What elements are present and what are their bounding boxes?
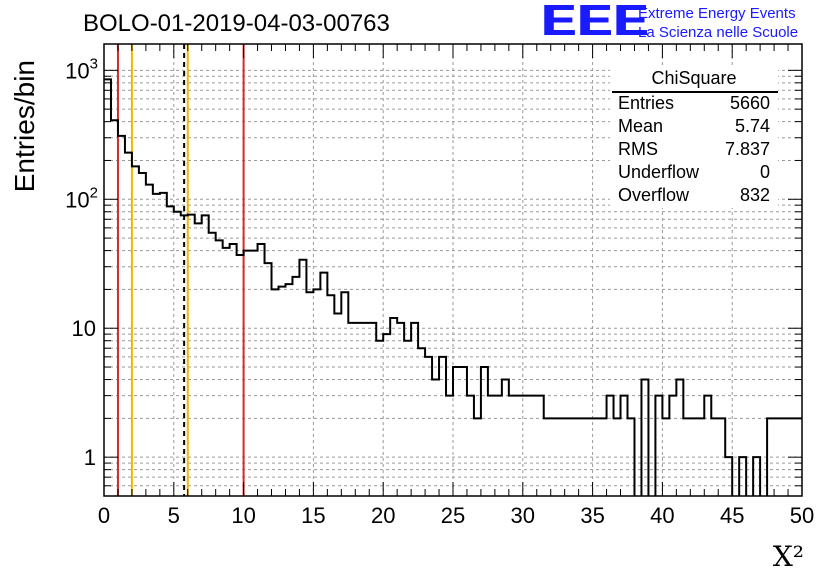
eee-logo-mark: EEE — [542, 0, 651, 45]
y-axis-label: Entries/bin — [9, 60, 40, 192]
stat-row-mean: Mean 5.74 — [618, 116, 770, 138]
x-tick-label: 0 — [98, 503, 110, 528]
stats-title-rule — [612, 91, 778, 93]
x-tick-label: 20 — [371, 503, 395, 528]
chart-title: BOLO-01-2019-04-03-00763 — [83, 10, 390, 37]
stat-label: Underflow — [618, 162, 700, 182]
stat-label: Entries — [618, 93, 675, 113]
y-tick-label: 102 — [65, 184, 98, 212]
stat-label: Overflow — [618, 185, 690, 205]
y-tick-label: 1 — [84, 445, 96, 470]
histogram-outline — [104, 78, 802, 496]
x-tick-label: 45 — [720, 503, 744, 528]
stat-label: Mean — [618, 116, 664, 136]
x-tick-label: 30 — [511, 503, 535, 528]
stat-value: 5.74 — [734, 116, 770, 136]
stats-box: ChiSquare Entries 5660 Mean 5.74 RMS 7.8… — [610, 66, 778, 208]
x-tick-label: 40 — [650, 503, 674, 528]
stat-value: 0 — [759, 162, 770, 182]
logo-line-1: Extreme Energy Events — [638, 5, 796, 22]
stat-row-rms: RMS 7.837 — [618, 139, 770, 161]
stat-row-underflow: Underflow 0 — [618, 162, 770, 184]
stat-label: RMS — [618, 139, 658, 159]
axis-ticks — [103, 44, 803, 497]
reference-lines — [116, 44, 245, 496]
tick-labels: 0 5 10 15 20 25 30 35 40 45 50 1 10 102 103 — [65, 55, 814, 528]
stat-value: 7.837 — [724, 139, 770, 159]
x-tick-label: 35 — [580, 503, 604, 528]
stat-value: 832 — [739, 185, 770, 205]
x-tick-label: 25 — [441, 503, 465, 528]
x-tick-label: 50 — [790, 503, 814, 528]
x-tick-label: 5 — [168, 503, 180, 528]
x-tick-label: 10 — [231, 503, 255, 528]
stat-row-entries: Entries 5660 — [618, 93, 770, 115]
eee-logo: EEE Extreme Energy Events La Scienza nel… — [542, 0, 832, 45]
x-tick-label: 15 — [301, 503, 325, 528]
y-tick-label: 10 — [72, 316, 96, 341]
y-tick-label: 103 — [65, 55, 98, 83]
stat-value: 5660 — [729, 93, 770, 113]
histogram-series — [104, 78, 802, 496]
logo-line-2: La Scienza nelle Scuole — [638, 24, 799, 41]
stat-row-overflow: Overflow 832 — [618, 185, 770, 207]
stats-title: ChiSquare — [651, 68, 737, 88]
x-axis-label: X² — [773, 540, 804, 572]
